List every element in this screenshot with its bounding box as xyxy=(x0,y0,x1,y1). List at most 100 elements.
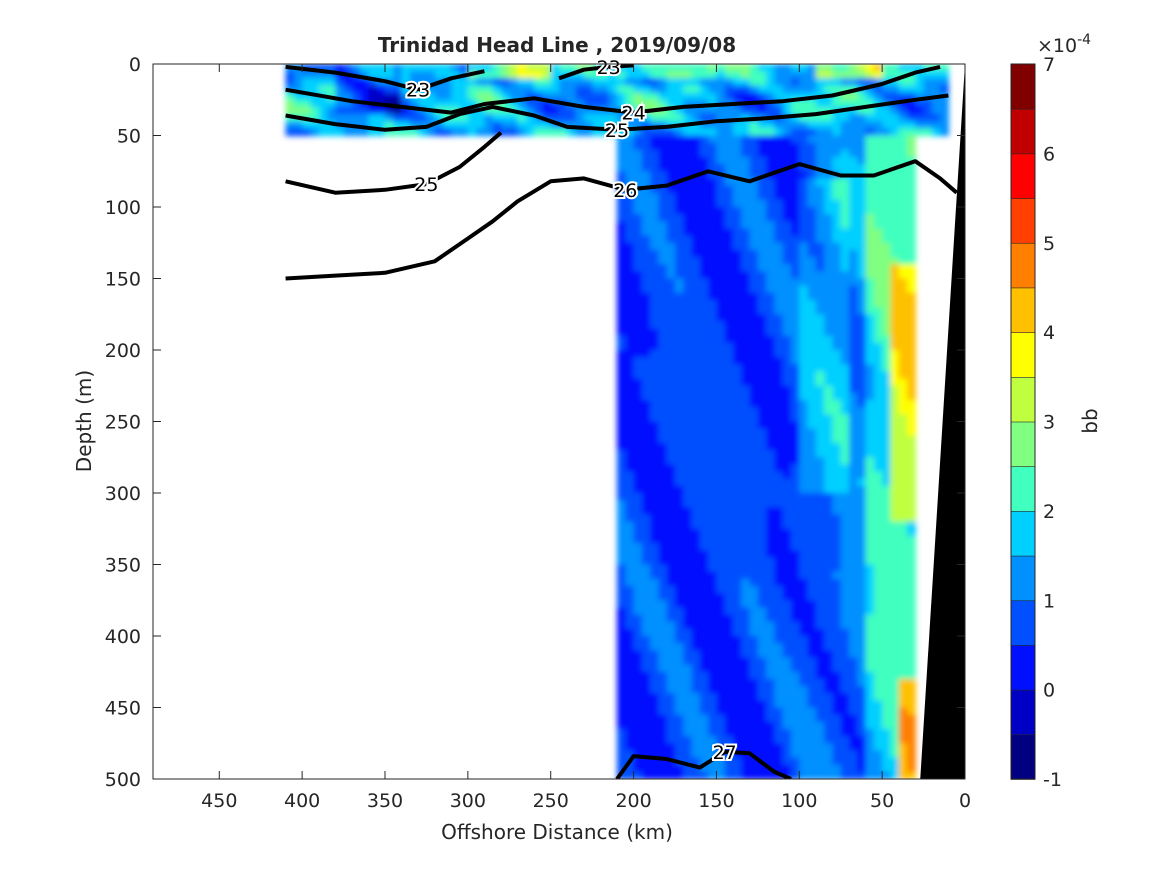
heatmap-cell xyxy=(757,514,767,523)
heatmap-cell xyxy=(708,350,718,358)
heatmap-cell xyxy=(807,307,817,315)
heatmap-cell xyxy=(799,771,809,779)
heatmap-cell xyxy=(824,128,834,137)
heatmap-cell xyxy=(617,92,626,101)
heatmap-cell xyxy=(633,264,643,272)
heatmap-cell xyxy=(708,535,718,544)
heatmap-cell xyxy=(791,342,800,351)
heatmap-cell xyxy=(724,621,734,630)
heatmap-cell xyxy=(666,128,676,137)
heatmap-cell xyxy=(484,121,494,129)
heatmap-cell xyxy=(517,92,527,101)
heatmap-cell xyxy=(675,728,684,737)
heatmap-cell xyxy=(782,421,792,430)
y-tick-label: 450 xyxy=(105,698,141,720)
heatmap-cell xyxy=(824,535,834,544)
heatmap-cell xyxy=(302,85,312,94)
heatmap-cell xyxy=(749,771,759,779)
heatmap-cell xyxy=(683,114,693,122)
heatmap-cell xyxy=(749,214,759,222)
heatmap-cell xyxy=(898,192,908,201)
heatmap-cell xyxy=(782,621,792,630)
heatmap-cell xyxy=(683,478,693,487)
heatmap-cell xyxy=(666,135,676,144)
heatmap-cell xyxy=(708,178,718,187)
heatmap-cell xyxy=(691,221,701,230)
heatmap-cell xyxy=(873,371,883,380)
heatmap-cell xyxy=(766,686,776,694)
y-tick-label: 0 xyxy=(129,54,141,76)
heatmap-cell xyxy=(890,299,900,308)
heatmap-cell xyxy=(931,85,941,94)
heatmap-cell xyxy=(567,92,577,101)
heatmap-cell xyxy=(849,521,858,530)
heatmap-cell xyxy=(699,414,709,423)
heatmap-cell xyxy=(716,607,726,616)
x-tick-label: 150 xyxy=(698,790,734,812)
heatmap-cell xyxy=(907,121,916,129)
heatmap-cell xyxy=(857,242,867,251)
heatmap-cell xyxy=(335,99,345,108)
heatmap-cell xyxy=(815,543,825,551)
heatmap-cell xyxy=(641,242,651,251)
heatmap-cell xyxy=(890,221,900,230)
heatmap-cell xyxy=(815,392,825,401)
heatmap-cell xyxy=(824,442,834,451)
heatmap-cell xyxy=(691,657,701,666)
heatmap-cell xyxy=(683,321,693,330)
heatmap-cell xyxy=(699,578,709,587)
heatmap-cell xyxy=(625,428,635,437)
heatmap-cell xyxy=(840,264,850,272)
colorbar-tick-label: 4 xyxy=(1043,322,1055,344)
heatmap-cell xyxy=(708,514,718,523)
heatmap-cell xyxy=(733,521,742,530)
heatmap-cell xyxy=(683,485,693,494)
heatmap-cell xyxy=(733,600,742,608)
heatmap-cell xyxy=(873,106,883,115)
heatmap-cell xyxy=(865,557,875,566)
heatmap-cell xyxy=(832,192,842,201)
heatmap-cell xyxy=(443,128,452,137)
heatmap-cell xyxy=(766,607,776,616)
heatmap-cell xyxy=(791,671,800,680)
heatmap-cell xyxy=(898,721,908,730)
heatmap-cell xyxy=(782,149,792,158)
heatmap-cell xyxy=(857,743,867,751)
heatmap-cell xyxy=(641,628,651,637)
heatmap-cell xyxy=(683,249,693,258)
heatmap-cell xyxy=(724,278,734,287)
heatmap-cell xyxy=(799,321,809,330)
heatmap-cell xyxy=(815,514,825,523)
heatmap-cell xyxy=(699,199,709,208)
heatmap-cell xyxy=(741,285,751,294)
heatmap-cell xyxy=(741,307,751,315)
heatmap-cell xyxy=(633,743,643,751)
heatmap-cell xyxy=(782,156,792,165)
heatmap-cell xyxy=(882,678,892,687)
heatmap-cell xyxy=(658,242,668,251)
heatmap-cell xyxy=(782,686,792,694)
heatmap-cell xyxy=(873,686,883,694)
colorbar-tick-label: -1 xyxy=(1043,769,1062,791)
heatmap-cell xyxy=(625,392,635,401)
heatmap-cell xyxy=(733,557,742,566)
heatmap-cell xyxy=(757,671,767,680)
heatmap-cell xyxy=(666,721,676,730)
heatmap-cell xyxy=(849,257,858,265)
heatmap-cell xyxy=(691,85,701,94)
heatmap-cell xyxy=(650,607,660,616)
heatmap-cell xyxy=(650,185,660,194)
heatmap-cell xyxy=(873,736,883,744)
heatmap-cell xyxy=(501,121,510,129)
heatmap-cell xyxy=(683,228,693,237)
heatmap-cell xyxy=(716,564,726,573)
heatmap-cell xyxy=(832,664,842,673)
heatmap-cell xyxy=(840,743,850,751)
heatmap-cell xyxy=(368,78,378,87)
heatmap-cell xyxy=(907,285,916,294)
heatmap-cell xyxy=(741,700,751,709)
heatmap-cell xyxy=(791,171,800,179)
heatmap-cell xyxy=(849,535,858,544)
heatmap-cell xyxy=(774,736,784,744)
heatmap-cell xyxy=(733,335,742,344)
